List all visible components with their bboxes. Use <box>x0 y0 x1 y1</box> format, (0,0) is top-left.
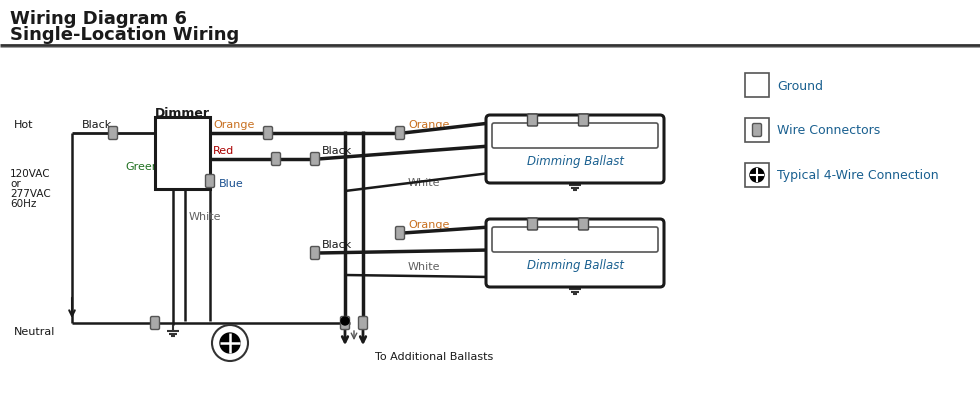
Text: Single-Location Wiring: Single-Location Wiring <box>10 26 239 44</box>
Text: 60Hz: 60Hz <box>10 198 36 209</box>
Text: Dimming Ballast: Dimming Ballast <box>526 259 623 272</box>
Circle shape <box>220 333 240 353</box>
FancyBboxPatch shape <box>527 219 537 231</box>
FancyBboxPatch shape <box>264 127 272 140</box>
FancyBboxPatch shape <box>109 127 118 140</box>
FancyBboxPatch shape <box>359 317 368 330</box>
FancyBboxPatch shape <box>271 153 280 166</box>
FancyBboxPatch shape <box>151 317 160 330</box>
Text: Blue: Blue <box>219 178 244 188</box>
Text: 120VAC: 120VAC <box>10 168 51 178</box>
Text: Green: Green <box>125 162 159 172</box>
Text: Black: Black <box>82 120 113 130</box>
FancyBboxPatch shape <box>753 124 761 137</box>
FancyBboxPatch shape <box>745 164 769 188</box>
Text: Hot: Hot <box>14 120 33 130</box>
Text: White: White <box>408 178 440 188</box>
FancyBboxPatch shape <box>311 153 319 166</box>
Text: Orange: Orange <box>213 120 255 130</box>
Text: Wiring Diagram 6: Wiring Diagram 6 <box>10 10 187 28</box>
FancyBboxPatch shape <box>396 127 405 140</box>
FancyBboxPatch shape <box>311 247 319 260</box>
FancyBboxPatch shape <box>486 116 664 184</box>
Text: White: White <box>189 211 221 221</box>
FancyBboxPatch shape <box>340 317 350 330</box>
FancyBboxPatch shape <box>206 175 215 188</box>
FancyBboxPatch shape <box>155 118 210 190</box>
Text: or: or <box>10 178 21 188</box>
Text: Neutral: Neutral <box>14 326 56 336</box>
Circle shape <box>341 317 349 325</box>
Text: To Additional Ballasts: To Additional Ballasts <box>375 351 493 361</box>
FancyBboxPatch shape <box>486 219 664 287</box>
FancyBboxPatch shape <box>492 227 658 252</box>
Text: Typical 4-Wire Connection: Typical 4-Wire Connection <box>777 169 939 182</box>
Text: Dimming Ballast: Dimming Ballast <box>526 155 623 168</box>
Text: Dimmer: Dimmer <box>155 107 210 120</box>
Circle shape <box>212 325 248 361</box>
Text: Black: Black <box>322 239 352 249</box>
FancyBboxPatch shape <box>396 227 405 240</box>
Circle shape <box>750 168 764 182</box>
Text: White: White <box>408 261 440 271</box>
FancyBboxPatch shape <box>578 115 589 127</box>
FancyBboxPatch shape <box>527 115 537 127</box>
Text: Ground: Ground <box>777 79 823 92</box>
Text: Black: Black <box>322 146 352 156</box>
FancyBboxPatch shape <box>745 119 769 143</box>
FancyBboxPatch shape <box>492 124 658 149</box>
Text: Orange: Orange <box>408 120 450 130</box>
Text: 277VAC: 277VAC <box>10 188 51 198</box>
Text: Orange: Orange <box>408 219 450 229</box>
Text: Red: Red <box>213 146 234 156</box>
FancyBboxPatch shape <box>578 219 589 231</box>
Text: Wire Connectors: Wire Connectors <box>777 124 880 137</box>
FancyBboxPatch shape <box>745 74 769 98</box>
